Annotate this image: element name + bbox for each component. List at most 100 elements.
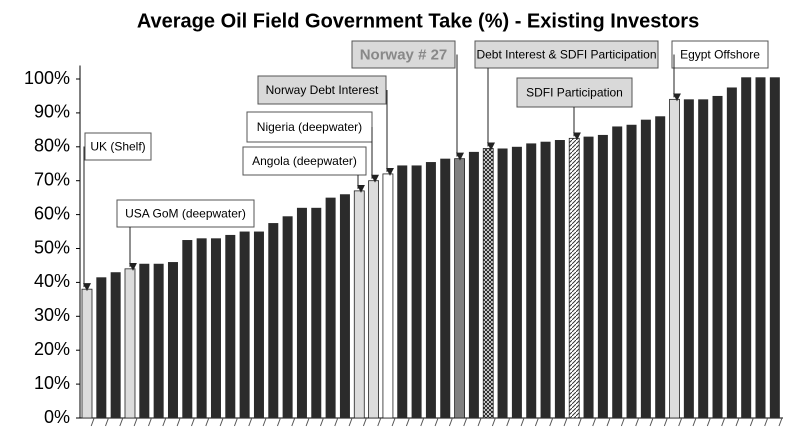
x-tick bbox=[663, 417, 668, 427]
bar bbox=[683, 99, 694, 418]
x-tick bbox=[305, 417, 310, 427]
x-tick bbox=[148, 417, 152, 427]
bar bbox=[540, 141, 551, 418]
x-tick bbox=[721, 417, 726, 427]
bar bbox=[669, 98, 680, 419]
x-tick bbox=[606, 417, 611, 427]
x-tick bbox=[262, 417, 267, 427]
callout-label: SDFI Participation bbox=[526, 86, 623, 100]
bar bbox=[554, 140, 565, 418]
x-tick bbox=[434, 417, 439, 427]
bar bbox=[96, 277, 107, 418]
callout-label: USA GoM (deepwater) bbox=[125, 207, 246, 221]
x-tick bbox=[90, 417, 95, 427]
y-tick-label: 70% bbox=[34, 169, 70, 189]
x-tick bbox=[635, 417, 640, 427]
bar bbox=[139, 263, 150, 418]
bar bbox=[353, 190, 365, 419]
bar bbox=[397, 165, 408, 418]
x-tick bbox=[477, 417, 482, 427]
callout-label: UK (Shelf) bbox=[90, 140, 145, 154]
x-tick bbox=[319, 417, 324, 427]
y-tick-label: 30% bbox=[34, 305, 70, 325]
bar bbox=[268, 223, 279, 418]
x-tick bbox=[348, 417, 353, 427]
x-tick bbox=[248, 417, 253, 427]
y-tick-label: 50% bbox=[34, 237, 70, 257]
x-tick bbox=[520, 417, 525, 427]
x-tick bbox=[506, 417, 511, 427]
bar bbox=[655, 116, 666, 418]
bar bbox=[296, 207, 307, 418]
bar bbox=[311, 207, 322, 418]
callout-label: Norway Debt Interest bbox=[266, 83, 379, 97]
bar bbox=[454, 158, 465, 419]
y-tick-label: 20% bbox=[34, 339, 70, 359]
bar bbox=[712, 95, 723, 418]
bar bbox=[468, 151, 479, 418]
bar bbox=[239, 231, 250, 418]
callout-label: Angola (deepwater) bbox=[252, 154, 357, 168]
bar bbox=[741, 77, 752, 419]
bar bbox=[769, 77, 780, 419]
bar bbox=[325, 197, 336, 418]
x-tick bbox=[205, 417, 210, 427]
callout-box bbox=[351, 40, 456, 69]
x-tick bbox=[191, 417, 195, 427]
x-tick bbox=[233, 417, 238, 427]
bar bbox=[698, 99, 709, 418]
x-tick bbox=[692, 417, 697, 427]
bar bbox=[440, 158, 451, 419]
callout-box bbox=[84, 132, 152, 161]
x-tick bbox=[176, 417, 181, 427]
bar bbox=[153, 263, 164, 418]
bar bbox=[196, 238, 207, 418]
x-tick bbox=[577, 417, 582, 427]
bar bbox=[282, 216, 293, 418]
x-tick bbox=[334, 417, 339, 427]
x-tick bbox=[749, 417, 754, 427]
bar bbox=[640, 119, 651, 419]
bar bbox=[755, 77, 766, 419]
y-tick-label: 40% bbox=[34, 271, 70, 291]
callout-box bbox=[516, 77, 633, 108]
bar bbox=[110, 272, 121, 418]
bar bbox=[568, 137, 580, 419]
callout-label: Nigeria (deepwater) bbox=[257, 120, 362, 134]
x-tick bbox=[563, 417, 568, 427]
x-tick bbox=[706, 417, 711, 427]
y-tick-label: 90% bbox=[34, 102, 70, 122]
x-tick bbox=[162, 417, 167, 427]
x-tick bbox=[105, 417, 109, 427]
callout-label: Debt Interest & SDFI Participation bbox=[476, 48, 656, 62]
x-tick bbox=[620, 417, 625, 427]
x-tick bbox=[764, 417, 769, 427]
x-tick bbox=[592, 417, 597, 427]
x-tick bbox=[678, 417, 683, 427]
x-tick bbox=[778, 417, 783, 427]
bar bbox=[382, 173, 394, 419]
bar bbox=[626, 124, 637, 418]
callout-box bbox=[257, 75, 387, 105]
x-tick bbox=[405, 417, 410, 427]
x-tick bbox=[291, 417, 296, 427]
bar bbox=[726, 87, 737, 418]
x-tick bbox=[649, 417, 654, 427]
x-tick bbox=[420, 417, 425, 427]
bar bbox=[411, 165, 422, 418]
y-tick-label: 100% bbox=[24, 68, 70, 88]
bar bbox=[182, 240, 193, 418]
callout-box bbox=[116, 199, 255, 228]
bar bbox=[526, 143, 537, 418]
x-tick bbox=[276, 417, 281, 427]
bar bbox=[81, 288, 93, 419]
x-tick bbox=[534, 417, 539, 427]
bar bbox=[612, 126, 623, 419]
x-tick bbox=[133, 417, 138, 427]
x-tick bbox=[463, 417, 468, 427]
x-tick bbox=[491, 417, 496, 427]
bar bbox=[167, 262, 178, 418]
callout-box bbox=[474, 40, 659, 69]
bar bbox=[482, 148, 494, 419]
